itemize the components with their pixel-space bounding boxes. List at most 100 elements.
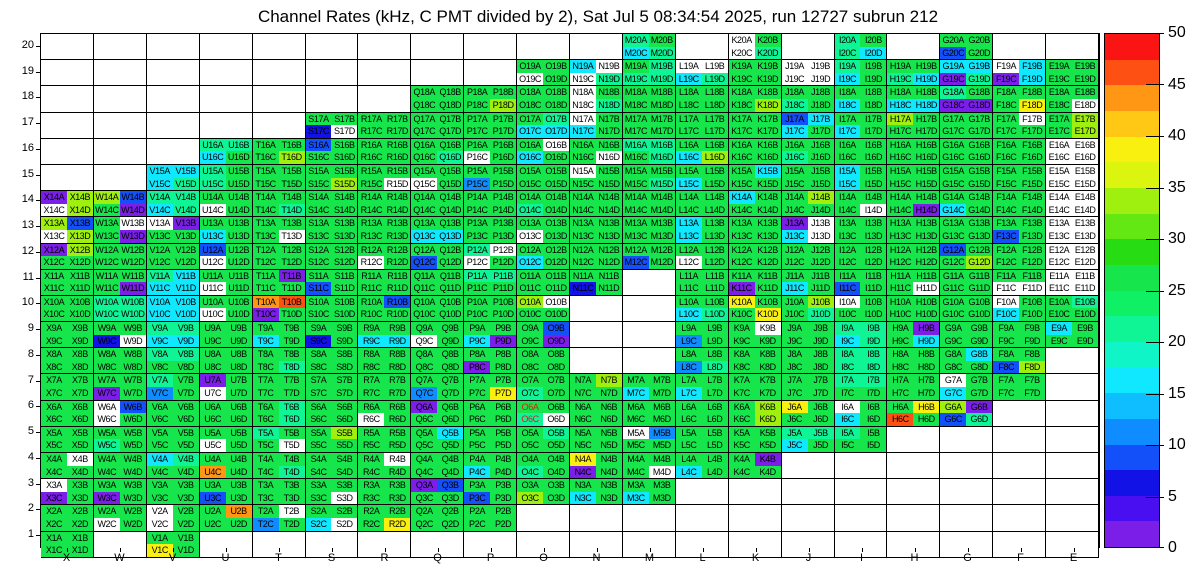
channel-label-F10A: F10A	[993, 295, 1020, 309]
channel-label-N7B: N7B	[595, 374, 622, 388]
x-axis-tick	[544, 548, 545, 552]
channel-label-X3B: X3B	[66, 479, 93, 492]
heatmap-cell: K8A K8B K8C K8D	[728, 348, 782, 375]
channel-label-J14A: J14A	[781, 191, 808, 204]
channel-label-V15A: V15A	[146, 164, 173, 178]
channel-label-O10D: O10D	[543, 308, 569, 322]
channel-label-V4A: V4A	[146, 453, 173, 466]
heatmap-cell: J6A J6B J6C J6D	[781, 400, 835, 427]
channel-label-U16B: U16B	[225, 138, 252, 152]
channel-label-V8C: V8C	[146, 360, 173, 374]
channel-label-T9C: T9C	[252, 334, 279, 348]
heatmap-cell: Q10A Q10B Q10C Q10D	[411, 295, 465, 323]
channel-label-P16D: P16D	[490, 151, 517, 164]
colorbar-band	[1105, 110, 1159, 137]
heatmap-cell: T7A T7B T7C T7D	[252, 374, 306, 401]
channel-label-H6C: H6C	[887, 413, 914, 426]
channel-label-K15D: K15D	[754, 177, 781, 191]
channel-label-F10C: F10C	[993, 308, 1020, 322]
channel-label-R17B: R17B	[384, 112, 411, 126]
heatmap-cell: I10A I10B I10C I10D	[834, 295, 888, 323]
heatmap-cell	[834, 505, 888, 532]
channel-label-F18A: F18A	[993, 86, 1020, 99]
channel-label-R12B: R12B	[384, 243, 411, 257]
heatmap-cell: H14A H14B H14C H14D	[887, 191, 941, 218]
channel-label-Q6D: Q6D	[437, 413, 464, 426]
channel-label-G18B: G18B	[966, 86, 993, 99]
y-axis-tick	[36, 226, 40, 227]
channel-label-P12A: P12A	[464, 243, 491, 257]
channel-label-F13A: F13A	[993, 217, 1020, 230]
channel-label-K13C: K13C	[728, 229, 755, 243]
channel-label-I13B: I13B	[860, 217, 887, 230]
channel-label-S4C: S4C	[305, 465, 332, 479]
heatmap-cell: K9A K9B K9C K9D	[728, 322, 782, 349]
channel-label-W10C: W10C	[93, 308, 120, 322]
heatmap-cell	[93, 138, 147, 165]
channel-label-N19D: N19D	[595, 72, 622, 86]
channel-label-P2A: P2A	[464, 505, 491, 518]
channel-label-R2B: R2B	[384, 505, 411, 518]
channel-label-K6A: K6A	[728, 400, 755, 414]
channel-label-N6D: N6D	[595, 413, 622, 426]
y-axis-label: 14	[21, 193, 34, 206]
heatmap-cell: M19A M19B M19C M19D	[622, 60, 676, 87]
heatmap-cell: L7A L7B L7C L7D	[675, 374, 729, 401]
channel-label-N13D: N13D	[595, 229, 622, 243]
channel-label-G8B: G8B	[966, 348, 993, 361]
channel-label-T15D: T15D	[278, 177, 305, 191]
channel-label-R8B: R8B	[384, 348, 411, 361]
channel-label-T7B: T7B	[278, 374, 305, 388]
channel-label-I19D: I19D	[860, 72, 887, 86]
x-axis-label: Q	[433, 552, 442, 564]
channel-label-K14A: K14A	[728, 191, 755, 204]
heatmap-cell: P7A P7B P7C P7D	[464, 374, 518, 401]
channel-label-W4B: W4B	[119, 453, 146, 466]
heatmap-cell: V5A V5B V5C V5D	[146, 426, 200, 453]
heatmap-cell: K17A K17B K17C K17D	[728, 112, 782, 139]
channel-label-U12D: U12D	[225, 256, 252, 269]
channel-label-I13C: I13C	[834, 229, 861, 243]
channel-label-W3D: W3D	[119, 491, 146, 505]
y-axis-tick	[36, 278, 40, 279]
channel-label-H13B: H13B	[913, 217, 940, 230]
heatmap-cell	[834, 531, 888, 558]
heatmap-cell: T6A T6B T6C T6D	[252, 400, 306, 427]
channel-label-N14C: N14C	[570, 203, 596, 217]
channel-label-O12C: O12C	[517, 256, 544, 269]
channel-label-R2C: R2C	[358, 517, 385, 531]
channel-label-N18D: N18D	[595, 98, 622, 112]
heatmap-cell: V14A V14B V14C V14D	[146, 191, 200, 218]
channel-label-V3A: V3A	[146, 479, 173, 492]
heatmap-cell: U3A U3B U3C U3D	[199, 479, 253, 506]
channel-label-O17B: O17B	[543, 112, 569, 126]
channel-label-T13A: T13A	[252, 217, 279, 230]
channel-label-K20D: K20D	[754, 46, 781, 60]
channel-label-R13D: R13D	[384, 229, 411, 243]
channel-label-V7D: V7D	[172, 387, 199, 400]
channel-label-Q8C: Q8C	[411, 360, 438, 374]
channel-label-L11D: L11D	[701, 282, 728, 295]
channel-label-E17B: E17B	[1072, 112, 1098, 126]
channel-label-P3C: P3C	[464, 491, 491, 505]
channel-label-K7D: K7D	[754, 387, 781, 400]
channel-label-H15B: H15B	[913, 164, 940, 178]
channel-label-G19D: G19D	[966, 72, 993, 86]
channel-label-K15C: K15C	[728, 177, 755, 191]
colorbar-tick-label: 40	[1168, 127, 1186, 144]
heatmap-cell	[41, 164, 94, 192]
y-axis-tick	[36, 381, 40, 382]
channel-label-O5C: O5C	[517, 439, 544, 452]
channel-label-T14D: T14D	[278, 203, 305, 217]
heatmap-cell: U15A U15B U15C U15D	[199, 164, 253, 192]
channel-label-M20B: M20B	[648, 34, 675, 47]
channel-label-S15B: S15B	[331, 164, 358, 178]
heatmap-cell: K18A K18B K18C K18D	[728, 86, 782, 113]
channel-label-X13A: X13A	[41, 217, 67, 230]
channel-label-Q5A: Q5A	[411, 426, 438, 440]
channel-label-S13B: S13B	[331, 217, 358, 230]
channel-label-P16A: P16A	[464, 138, 491, 152]
heatmap-cell: P17A P17B P17C P17D	[464, 112, 518, 139]
heatmap-cell	[464, 60, 518, 87]
channel-label-M17A: M17A	[622, 112, 649, 126]
